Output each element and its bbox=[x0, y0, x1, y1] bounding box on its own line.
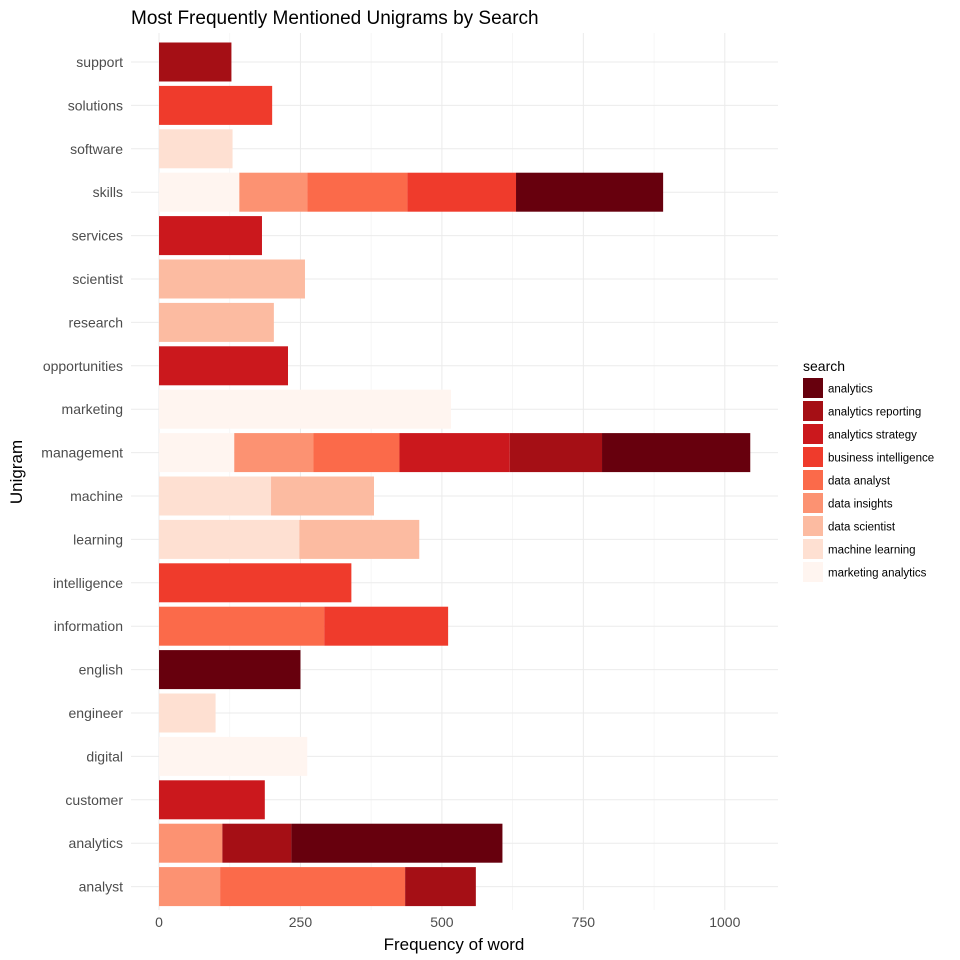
y-tick-label-services: services bbox=[72, 228, 123, 244]
y-tick-label-intelligence: intelligence bbox=[53, 575, 123, 591]
legend: search analytics analytics reporting analy… bbox=[803, 358, 934, 582]
y-tick-label-marketing: marketing bbox=[62, 401, 123, 417]
y-tick-label-opportunities: opportunities bbox=[43, 358, 123, 374]
bar-analyst-data-analyst bbox=[220, 867, 406, 907]
bar-solutions-business-intelligence bbox=[159, 85, 273, 125]
x-axis-ticks: 0 250 500 750 1000 bbox=[155, 914, 740, 930]
legend-swatch-data-insights bbox=[803, 493, 823, 513]
legend-label-marketing-analytics: marketing analytics bbox=[828, 568, 927, 580]
legend-label-business-intelligence: business intelligence bbox=[828, 453, 934, 465]
bar-machine-machine-learning bbox=[159, 476, 272, 516]
bar-management-marketing-analytics bbox=[159, 433, 235, 473]
legend-swatch-business-intelligence bbox=[803, 447, 823, 467]
y-axis-title: Unigram bbox=[7, 440, 26, 504]
y-tick-label-engineer: engineer bbox=[69, 705, 124, 721]
legend-label-data-scientist: data scientist bbox=[828, 522, 896, 534]
y-tick-label-research: research bbox=[69, 314, 123, 330]
bar-opportunities-analytics-strategy bbox=[159, 346, 289, 386]
y-tick-label-information: information bbox=[54, 618, 123, 634]
bar-digital-marketing-analytics bbox=[159, 736, 308, 776]
legend-swatch-analytics-reporting bbox=[803, 401, 823, 421]
legend-label-machine-learning: machine learning bbox=[828, 545, 916, 557]
y-tick-label-support: support bbox=[76, 54, 123, 70]
bar-machine-data-scientist bbox=[271, 476, 375, 516]
legend-swatch-data-scientist bbox=[803, 516, 823, 536]
legend-label-data-analyst: data analyst bbox=[828, 476, 891, 488]
legend-label-analytics-strategy: analytics strategy bbox=[828, 430, 917, 442]
y-tick-label-digital: digital bbox=[86, 748, 123, 764]
y-tick-label-english: english bbox=[79, 662, 123, 678]
bar-management-analytics-reporting bbox=[509, 433, 603, 473]
bar-management-data-insights bbox=[234, 433, 314, 473]
y-tick-label-skills: skills bbox=[93, 184, 123, 200]
legend-label-analytics-reporting: analytics reporting bbox=[828, 407, 921, 419]
y-tick-label-customer: customer bbox=[65, 792, 123, 808]
y-tick-label-scientist: scientist bbox=[72, 271, 123, 287]
legend-swatch-machine-learning bbox=[803, 539, 823, 559]
bar-support-analytics-reporting bbox=[159, 42, 232, 82]
bar-management-data-analyst bbox=[313, 433, 400, 473]
bar-skills-data-insights bbox=[239, 172, 308, 212]
y-tick-label-management: management bbox=[41, 445, 123, 461]
legend-label-analytics: analytics bbox=[828, 384, 873, 396]
bar-management-analytics-strategy bbox=[399, 433, 510, 473]
bar-marketing-marketing-analytics bbox=[159, 389, 451, 429]
legend-label-data-insights: data insights bbox=[828, 499, 893, 511]
bar-software-machine-learning bbox=[159, 129, 233, 169]
y-tick-label-analyst: analyst bbox=[79, 879, 123, 895]
bar-scientist-data-scientist bbox=[159, 259, 305, 299]
y-axis-ticks: support solutions software skills services sc… bbox=[41, 54, 123, 895]
legend-title: search bbox=[803, 358, 845, 374]
bar-skills-analytics bbox=[516, 172, 664, 212]
bar-management-analytics bbox=[602, 433, 751, 473]
bar-analytics-analytics bbox=[291, 823, 503, 863]
legend-swatch-analytics bbox=[803, 378, 823, 398]
bar-analytics-data-insights bbox=[159, 823, 223, 863]
legend-swatch-marketing-analytics bbox=[803, 562, 823, 582]
bar-intelligence-business-intelligence bbox=[159, 563, 352, 603]
bar-learning-data-scientist bbox=[299, 519, 420, 559]
x-tick-label-0: 0 bbox=[155, 914, 163, 930]
bar-customer-analytics-strategy bbox=[159, 780, 265, 820]
y-tick-label-learning: learning bbox=[73, 531, 123, 547]
x-tick-label-1000: 1000 bbox=[709, 914, 740, 930]
y-tick-label-solutions: solutions bbox=[68, 97, 123, 113]
y-tick-label-analytics: analytics bbox=[69, 835, 123, 851]
bar-learning-machine-learning bbox=[159, 519, 300, 559]
bar-skills-data-analyst bbox=[307, 172, 408, 212]
x-tick-label-250: 250 bbox=[289, 914, 313, 930]
bars bbox=[159, 42, 751, 907]
y-tick-label-software: software bbox=[70, 141, 123, 157]
bar-services-analytics-strategy bbox=[159, 216, 262, 256]
bar-skills-marketing-analytics bbox=[159, 172, 240, 212]
bar-skills-business-intelligence bbox=[407, 172, 517, 212]
x-tick-label-750: 750 bbox=[572, 914, 596, 930]
bar-engineer-machine-learning bbox=[159, 693, 216, 733]
bar-analytics-analytics-reporting bbox=[222, 823, 292, 863]
bar-english-analytics bbox=[159, 650, 301, 690]
x-tick-label-500: 500 bbox=[430, 914, 454, 930]
bar-analyst-analytics-reporting bbox=[405, 867, 476, 907]
legend-swatch-data-analyst bbox=[803, 470, 823, 490]
bar-information-data-analyst bbox=[159, 606, 325, 646]
y-tick-label-machine: machine bbox=[70, 488, 123, 504]
x-axis-title: Frequency of word bbox=[384, 935, 525, 954]
legend-swatch-analytics-strategy bbox=[803, 424, 823, 444]
bar-analyst-data-insights bbox=[159, 867, 221, 907]
bar-research-data-scientist bbox=[159, 302, 274, 342]
chart-title: Most Frequently Mentioned Unigrams by Se… bbox=[131, 8, 539, 29]
bar-information-business-intelligence bbox=[324, 606, 449, 646]
